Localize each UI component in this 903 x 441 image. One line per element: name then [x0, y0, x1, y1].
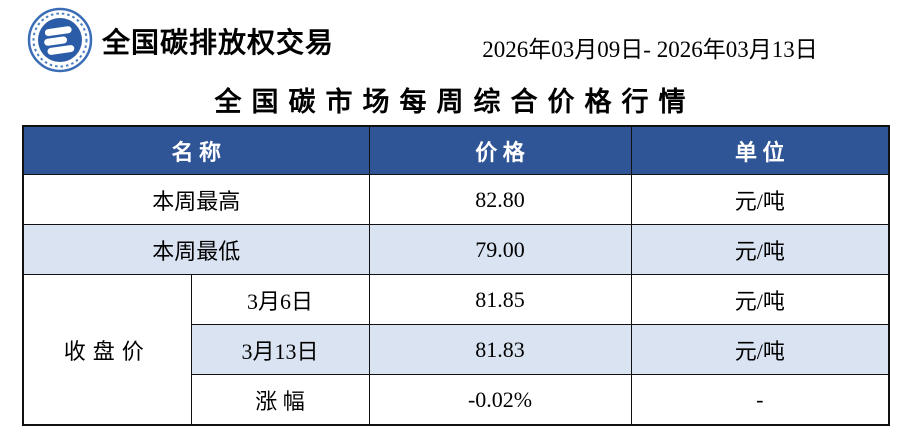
column-header-name: 名 称	[22, 125, 370, 175]
top-brand-bar: 全国碳排放权交易 2026年03月09日- 2026年03月13日	[0, 0, 903, 78]
closing-date2-unit: 元/吨	[630, 324, 890, 375]
table-row-week-low: 本周最低 79.00 元/吨	[22, 224, 890, 275]
table-header-row: 名 称 价 格 单 位	[22, 125, 890, 175]
table-row-closing-date2: 3月13日 81.83 元/吨	[23, 324, 890, 375]
column-header-unit: 单 位	[630, 125, 890, 175]
week-high-price: 82.80	[368, 174, 632, 225]
change-label: 涨 幅	[190, 374, 370, 426]
change-unit: -	[630, 374, 890, 426]
carbon-exchange-logo-icon	[27, 7, 93, 73]
table-row-change: 涨 幅 -0.02% -	[23, 374, 890, 426]
week-high-unit: 元/吨	[630, 174, 890, 225]
report-date-range: 2026年03月09日- 2026年03月13日	[482, 37, 818, 62]
column-header-price: 价 格	[368, 125, 632, 175]
table-row-week-high: 本周最高 82.80 元/吨	[22, 174, 890, 225]
week-low-unit: 元/吨	[630, 224, 890, 275]
week-low-price: 79.00	[368, 224, 632, 275]
closing-date1-price: 81.85	[368, 274, 632, 325]
closing-price-label: 收盘价	[22, 274, 192, 426]
brand-name: 全国碳排放权交易	[102, 28, 335, 59]
week-low-label: 本周最低	[22, 224, 370, 275]
table-row-closing-date1: 收盘价 3月6日 81.85 元/吨	[22, 274, 890, 426]
closing-date2-price: 81.83	[368, 324, 632, 375]
closing-date1-label: 3月6日	[190, 274, 370, 325]
page-title: 全国碳市场每周综合价格行情	[214, 87, 696, 117]
weekly-price-table: 名 称 价 格 单 位 本周最高 82.80 元/吨 本周最低 79.00 元/…	[22, 125, 891, 426]
week-high-label: 本周最高	[22, 174, 370, 225]
closing-date2-label: 3月13日	[190, 324, 370, 375]
change-price: -0.02%	[368, 374, 632, 426]
closing-date1-unit: 元/吨	[630, 274, 890, 325]
